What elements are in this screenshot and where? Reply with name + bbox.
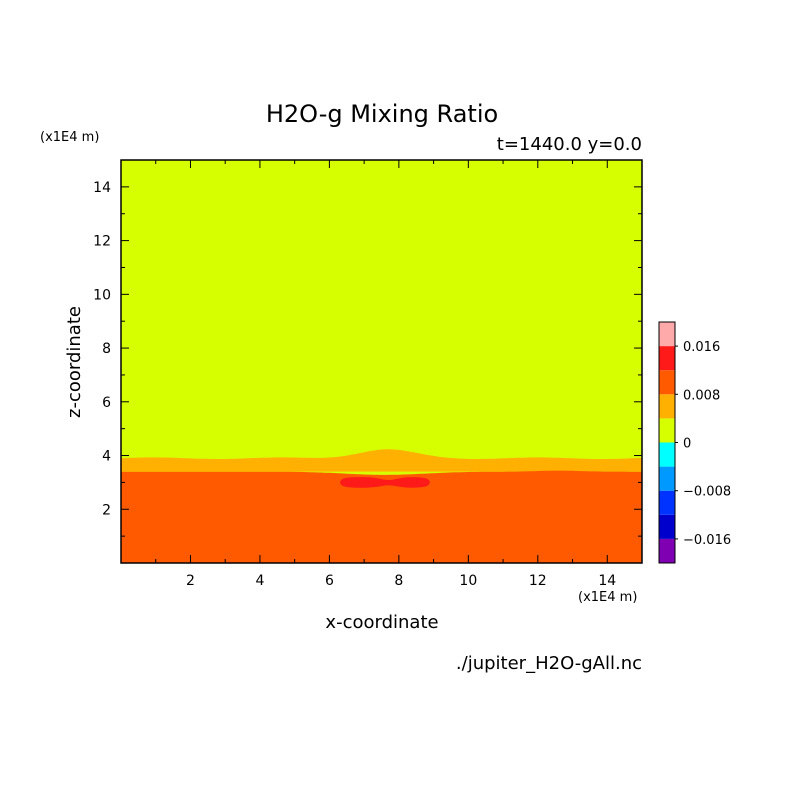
- x-tick-label: 2: [186, 573, 195, 589]
- chart-subtitle: t=1440.0 y=0.0: [497, 134, 642, 155]
- colorbar-tick-label: −0.016: [683, 533, 731, 548]
- colorbar-segment: [659, 514, 675, 539]
- region-lower: [121, 470, 642, 563]
- region-transition: [121, 449, 642, 472]
- x-axis-label: x-coordinate: [325, 612, 438, 633]
- x-tick-label: 14: [598, 573, 616, 589]
- colorbar-tick-label: −0.008: [683, 485, 731, 500]
- x-tick-label: 4: [255, 573, 264, 589]
- colorbar-segment: [659, 346, 675, 371]
- colorbar-segment: [659, 322, 675, 347]
- colorbar-segment: [659, 418, 675, 443]
- colorbar-tick-label: 0.008: [683, 388, 720, 403]
- colorbar: 0.016 0.008 0 −0.008 −0.016: [658, 321, 731, 564]
- colorbar-segment: [659, 370, 675, 395]
- plot-frame: [120, 159, 643, 564]
- chart-title: H2O-g Mixing Ratio: [266, 100, 498, 128]
- x-tick-label: 12: [529, 573, 547, 589]
- colorbar-segment: [659, 442, 675, 467]
- y-axis-label: z-coordinate: [64, 306, 85, 418]
- colorbar-segment: [659, 394, 675, 419]
- colorbar-segment: [659, 466, 675, 491]
- y-tick-label: 8: [102, 341, 111, 357]
- x-unit-label: (x1E4 m): [578, 590, 637, 605]
- region-core: [339, 477, 431, 488]
- x-tick-label: 6: [325, 573, 334, 589]
- colorbar-tick-label: 0.016: [683, 340, 720, 355]
- y-tick-label: 4: [102, 449, 111, 465]
- plot-area: 2 4 6 8 10 12 14 2 4 6 8 10 12 14: [93, 159, 643, 589]
- z-unit-label: (x1E4 m): [40, 130, 99, 145]
- colorbar-segment: [659, 538, 675, 563]
- y-tick-label: 6: [102, 395, 111, 411]
- source-file-label: ./jupiter_H2O-gAll.nc: [456, 653, 642, 674]
- colorbar-tick-label: 0: [683, 437, 691, 452]
- y-tick-label: 14: [93, 180, 111, 196]
- x-tick-label: 10: [459, 573, 477, 589]
- y-tick-label: 10: [93, 287, 111, 303]
- colorbar-segment: [659, 490, 675, 515]
- y-tick-label: 12: [93, 234, 111, 250]
- x-tick-label: 8: [394, 573, 403, 589]
- y-tick-label: 2: [102, 502, 111, 518]
